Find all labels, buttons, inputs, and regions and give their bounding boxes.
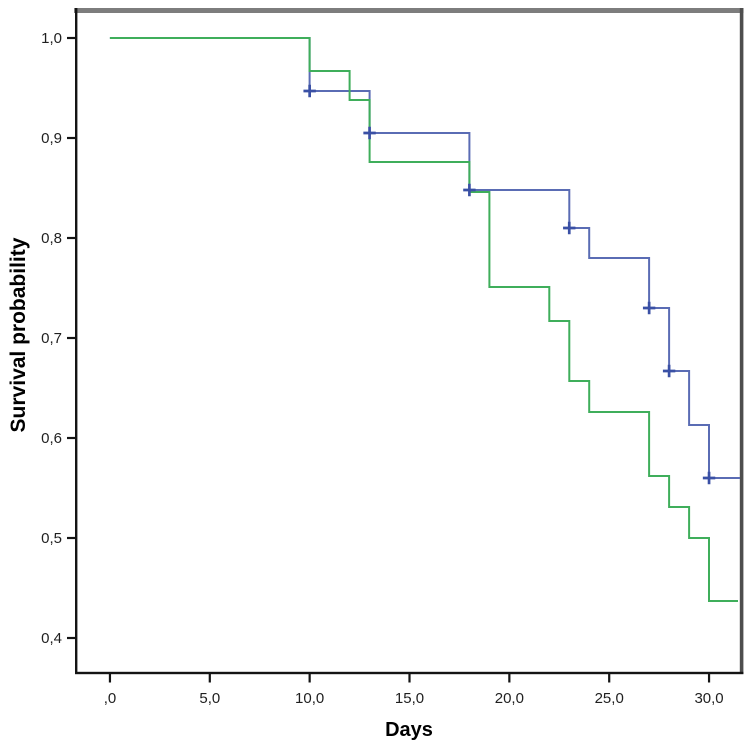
x-tick-label: 10,0: [295, 690, 324, 707]
y-tick-label: 1,0: [41, 30, 62, 47]
x-tick-label: 20,0: [495, 690, 524, 707]
y-tick-label: 0,9: [41, 130, 62, 147]
censor-mark-group-blue: [463, 183, 476, 197]
x-tick: [308, 674, 311, 683]
x-tick: [108, 674, 112, 683]
plot-frame-right: [739, 8, 744, 674]
y-tick-label: 0,6: [41, 430, 62, 447]
x-tick: [208, 674, 211, 683]
x-tick-label: 15,0: [395, 690, 424, 707]
x-axis-line: [75, 671, 744, 675]
x-axis-title: Days: [385, 719, 433, 741]
x-tick-label: 5,0: [199, 690, 220, 707]
censor-mark-group-blue: [642, 301, 656, 315]
censor-mark-group-blue: [662, 364, 676, 378]
plot-frame-top: [74, 8, 744, 13]
y-tick-label: 0,5: [41, 530, 62, 547]
x-tick: [707, 674, 711, 683]
x-tick: [508, 674, 511, 683]
censor-mark-group-blue: [563, 221, 576, 235]
x-tick-label: 25,0: [595, 690, 624, 707]
y-tick-label: 0,8: [41, 230, 62, 247]
y-tick-label: 0,4: [41, 630, 62, 647]
survival-curve-group-green: [109, 37, 738, 602]
y-tick: [67, 636, 76, 640]
x-tick: [608, 674, 611, 683]
censor-mark-group-blue: [363, 126, 376, 140]
y-axis-line: [75, 8, 78, 674]
y-axis-title: Survival probability: [7, 237, 30, 433]
y-tick: [67, 136, 76, 140]
y-tick: [67, 336, 76, 340]
y-tick: [67, 236, 76, 240]
x-tick-label: ,0: [104, 690, 117, 707]
y-tick: [67, 536, 76, 540]
y-tick: [67, 436, 76, 440]
x-tick: [408, 674, 411, 683]
censor-mark-group-blue: [303, 84, 316, 98]
survival-curve-group-blue: [109, 37, 740, 479]
y-tick: [67, 36, 76, 40]
censor-mark-group-blue: [702, 471, 716, 485]
x-tick-label: 30,0: [694, 690, 723, 707]
y-tick-label: 0,7: [41, 330, 62, 347]
